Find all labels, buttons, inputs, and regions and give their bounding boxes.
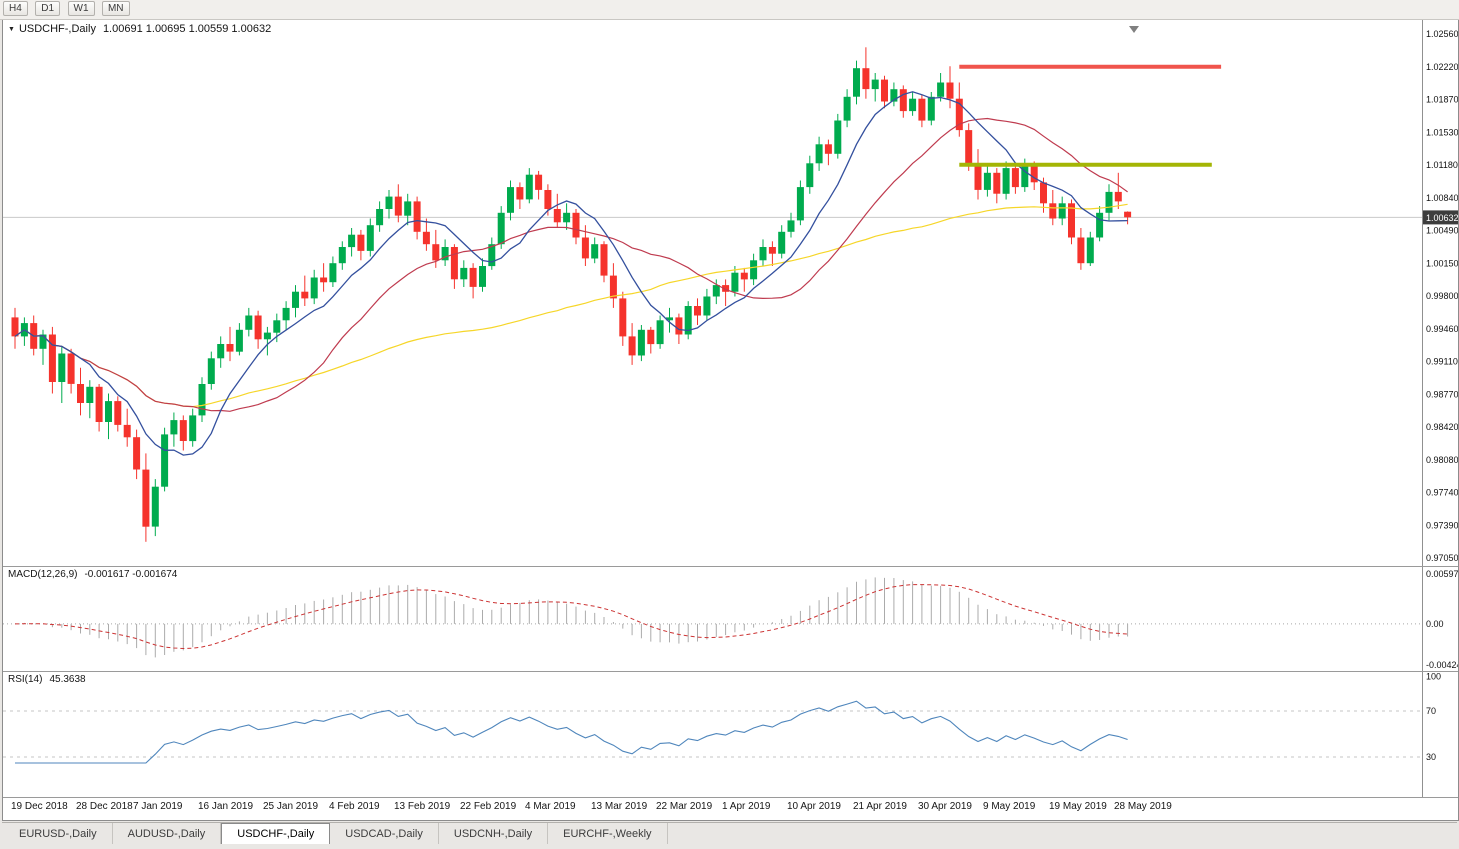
svg-text:-0.00424: -0.00424 (1426, 660, 1458, 670)
rsi-panel: RSI(14) 45.3638 100 70 30 (3, 672, 1458, 797)
svg-text:1.00840: 1.00840 (1426, 193, 1458, 203)
timeframe-button-mn[interactable]: MN (101, 1, 130, 16)
date-label: 22 Mar 2019 (656, 801, 713, 812)
chart-title: ▼ USDCHF-,Daily 1.00691 1.00695 1.00559 1.… (8, 23, 271, 35)
tab-label: AUDUSD-,Daily (127, 827, 206, 840)
chart-title-symbol: USDCHF-,Daily (18, 23, 96, 35)
date-label: 16 Jan 2019 (198, 801, 254, 812)
svg-text:1.00632: 1.00632 (1426, 213, 1458, 223)
date-label: 21 Apr 2019 (853, 801, 907, 812)
price-chart-canvas[interactable]: 1.02560 1.02220 1.01870 1.01530 1.01180 1.008… (3, 20, 1458, 566)
macd-panel: MACD(12,26,9) -0.001617 -0.001674 0.00597… (3, 567, 1458, 671)
tab-label: EURUSD-,Daily (19, 827, 97, 840)
tab-label: EURCHF-,Weekly (563, 827, 652, 840)
svg-text:0.99800: 0.99800 (1426, 291, 1458, 301)
panel-separator[interactable] (3, 671, 1458, 672)
ohlc-low: 1.00559 (188, 23, 229, 35)
svg-text:0.00597: 0.00597 (1426, 569, 1458, 579)
price-panel: ▼ USDCHF-,Daily 1.00691 1.00695 1.00559 1.… (3, 20, 1458, 566)
svg-text:0.99110: 0.99110 (1426, 357, 1458, 367)
tab-usdcad-daily[interactable]: USDCAD-,Daily (330, 823, 439, 844)
svg-text:0.98080: 0.98080 (1426, 455, 1458, 465)
panel-separator[interactable] (3, 566, 1458, 567)
date-label: 19 Dec 2018 (11, 801, 68, 812)
ohlc-close: 1.00632 (231, 23, 272, 35)
date-axis[interactable]: 19 Dec 2018 28 Dec 2018 7 Jan 2019 16 Jan 2… (3, 798, 1458, 818)
date-label: 9 May 2019 (983, 801, 1036, 812)
svg-text:1.01530: 1.01530 (1426, 127, 1458, 137)
rsi-value: 45.3638 (49, 674, 86, 685)
date-label: 4 Mar 2019 (525, 801, 576, 812)
svg-text:0.97050: 0.97050 (1426, 553, 1458, 563)
tab-label: USDCAD-,Daily (345, 827, 423, 840)
svg-text:0.97740: 0.97740 (1426, 488, 1458, 498)
svg-text:1.02560: 1.02560 (1426, 29, 1458, 39)
chart-shift-marker (1129, 26, 1139, 33)
svg-text:1.00150: 1.00150 (1426, 258, 1458, 268)
svg-text:0.99460: 0.99460 (1426, 324, 1458, 334)
rsi-canvas[interactable]: 100 70 30 (3, 672, 1458, 797)
date-label: 25 Jan 2019 (263, 801, 319, 812)
date-label: 30 Apr 2019 (918, 801, 972, 812)
ohlc-open: 1.00691 (102, 23, 143, 35)
tab-label: USDCHF-,Daily (237, 828, 315, 840)
svg-text:1.01180: 1.01180 (1426, 160, 1458, 170)
top-toolbar: H4 D1 W1 MN (0, 0, 1459, 20)
chart-window: ▼ USDCHF-,Daily 1.00691 1.00695 1.00559 1.… (2, 19, 1459, 821)
svg-text:1.02220: 1.02220 (1426, 62, 1458, 72)
date-label: 10 Apr 2019 (787, 801, 841, 812)
svg-text:100: 100 (1426, 672, 1441, 682)
tab-audusd-daily[interactable]: AUDUSD-,Daily (113, 823, 222, 844)
date-label: 4 Feb 2019 (329, 801, 380, 812)
date-label: 22 Feb 2019 (460, 801, 517, 812)
tab-usdcnh-daily[interactable]: USDCNH-,Daily (439, 823, 549, 844)
macd-canvas[interactable]: 0.00597 0.00 -0.00424 (3, 567, 1458, 671)
macd-label: MACD(12,26,9) (8, 569, 78, 580)
rsi-header: RSI(14) 45.3638 (8, 674, 86, 685)
svg-text:1.00490: 1.00490 (1426, 226, 1458, 236)
tab-eurchf-weekly[interactable]: EURCHF-,Weekly (548, 823, 668, 844)
svg-text:0.98420: 0.98420 (1426, 422, 1458, 432)
date-label: 7 Jan 2019 (133, 801, 183, 812)
macd-values: -0.001617 -0.001674 (84, 569, 178, 580)
date-label: 13 Feb 2019 (394, 801, 451, 812)
timeframe-button-d1[interactable]: D1 (35, 1, 61, 16)
chart-collapse-icon[interactable]: ▼ (8, 26, 15, 33)
rsi-label: RSI(14) (8, 674, 43, 685)
svg-text:1.01870: 1.01870 (1426, 95, 1458, 105)
date-label: 13 Mar 2019 (591, 801, 648, 812)
date-label: 19 May 2019 (1049, 801, 1107, 812)
svg-text:0.00: 0.00 (1426, 619, 1444, 629)
svg-text:30: 30 (1426, 752, 1436, 762)
svg-text:0.97390: 0.97390 (1426, 520, 1458, 530)
svg-text:70: 70 (1426, 706, 1436, 716)
date-label: 28 May 2019 (1114, 801, 1172, 812)
chart-tabbar: EURUSD-,Daily AUDUSD-,Daily USDCHF-,Dail… (2, 822, 1457, 844)
tab-label: USDCNH-,Daily (453, 827, 533, 840)
timeframe-button-h4[interactable]: H4 (3, 1, 28, 16)
tab-eurusd-daily[interactable]: EURUSD-,Daily (4, 823, 113, 844)
date-label: 28 Dec 2018 (76, 801, 133, 812)
date-label: 1 Apr 2019 (722, 801, 771, 812)
timeframe-button-w1[interactable]: W1 (67, 1, 95, 16)
tab-usdchf-daily[interactable]: USDCHF-,Daily (221, 823, 331, 844)
panel-separator (3, 797, 1458, 798)
svg-text:0.98770: 0.98770 (1426, 389, 1458, 399)
ohlc-high: 1.00695 (145, 23, 186, 35)
macd-header: MACD(12,26,9) -0.001617 -0.001674 (8, 569, 177, 580)
